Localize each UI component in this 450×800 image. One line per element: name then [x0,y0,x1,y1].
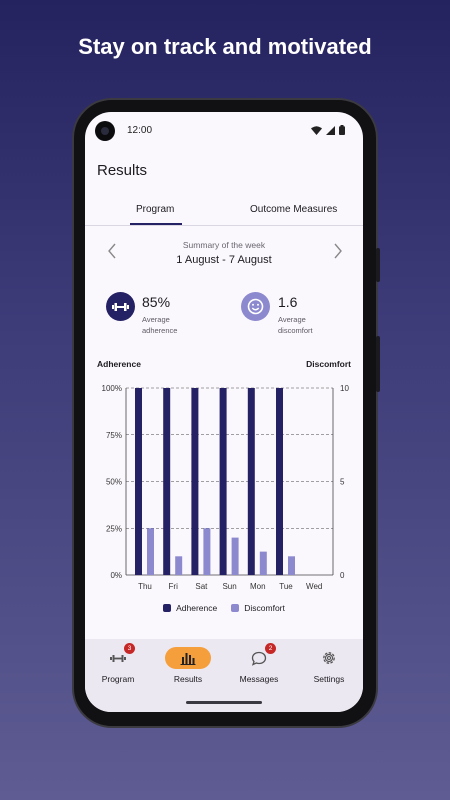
left-tick-label: 0% [110,571,122,580]
legend-swatch-discomfort [231,604,240,612]
nav-label-messages: Messages [239,674,279,684]
discomfort-label: Average discomfort [278,314,338,336]
nav-item-program[interactable]: 3 Program [86,643,150,684]
system-icons [311,125,345,135]
discomfort-bar [288,556,295,575]
nav-item-messages[interactable]: 2 Messages [227,643,291,684]
discomfort-label-line2: discomfort [278,326,313,335]
legend-label-discomfort: Discomfort [244,603,285,613]
right-tick-label: 0 [340,571,345,580]
week-caption: Summary of the week [182,240,266,250]
adherence-bar [135,388,142,575]
signal-icon [326,125,335,135]
adherence-value: 85% [142,294,171,310]
discomfort-stat-icon [241,292,270,321]
adherence-bar [276,388,283,575]
adherence-bar [247,388,255,575]
nav-results-pill [165,647,211,669]
volume-button [376,248,380,282]
legend-label-adherence: Adherence [176,603,218,613]
discomfort-bar [175,556,183,575]
x-tick-label: Sat [195,582,208,591]
right-axis-title: Discomfort [306,359,351,369]
left-tick-label: 75% [106,431,122,440]
tab-indicator [130,223,182,225]
discomfort-bar [203,528,211,575]
x-tick-label: Tue [279,582,293,591]
adherence-label-line1: Average [142,315,170,324]
adherence-bar [191,388,199,575]
legend-item-discomfort: Discomfort [231,603,285,613]
tab-bar: Program Outcome Measures [85,196,363,226]
discomfort-bar [231,537,239,575]
nav-label-settings: Settings [313,674,345,684]
nav-item-settings[interactable]: Settings [297,647,361,684]
chart-legend: Adherence Discomfort [85,603,363,613]
tab-outcome-measures[interactable]: Outcome Measures [250,204,338,215]
adherence-discomfort-chart: 0% 25% 50% 75% 100% 0 5 10 Thu Fri Sat Sun Mon Tue Wed [102,384,350,591]
tab-program[interactable]: Program [136,204,175,215]
nav-label-program: Program [101,674,135,684]
discomfort-bar [147,528,154,575]
battery-icon [339,125,345,135]
left-axis-title: Adherence [97,359,141,369]
dumbbell-icon [110,654,126,662]
left-tick-label: 50% [106,478,122,487]
chat-bubble-icon [251,651,267,666]
nav-program-pill: 3 [95,643,141,669]
x-tick-label: Fri [169,582,179,591]
next-week-button[interactable] [333,243,343,259]
home-indicator [186,701,262,704]
previous-week-button[interactable] [107,243,117,259]
x-tick-label: Sun [222,582,236,591]
week-range: 1 August - 7 August [176,254,272,266]
right-tick-label: 5 [340,478,345,487]
x-tick-label: Mon [250,582,266,591]
left-tick-label: 100% [102,384,122,393]
nav-item-results[interactable]: Results [156,647,220,684]
adherence-stat-icon [106,292,135,321]
left-tick-label: 25% [106,524,122,533]
wifi-icon [311,125,322,135]
discomfort-value: 1.6 [278,294,298,310]
adherence-label: Average adherence [142,314,202,336]
messages-badge: 2 [265,643,276,654]
status-bar: 12:00 [85,112,363,148]
smiley-icon [247,298,264,315]
program-badge: 3 [124,643,135,654]
right-tick-label: 10 [340,384,349,393]
x-tick-label: Thu [138,582,152,591]
adherence-bar [163,388,171,575]
status-time: 12:00 [127,125,153,136]
power-button [376,336,380,392]
legend-item-adherence: Adherence [163,603,217,613]
page-title: Results [97,162,148,179]
nav-messages-pill: 2 [236,643,282,669]
headline: Stay on track and motivated [78,34,372,59]
discomfort-bar [259,551,267,575]
legend-swatch-adherence [163,604,172,612]
nav-settings-pill [306,647,352,669]
adherence-label-line2: adherence [142,326,178,335]
bar-chart-icon [180,653,196,665]
camera-icon [95,121,115,141]
dumbbell-icon [112,302,129,311]
adherence-bar [219,388,227,575]
nav-label-results: Results [173,674,203,684]
bottom-navigation: 3 Program Results 2 [85,639,363,712]
gear-icon [323,652,335,664]
x-tick-label: Wed [306,582,322,591]
app-screen: 12:00 Results Program Outcome Measures S… [85,112,363,712]
discomfort-label-line1: Average [278,315,306,324]
